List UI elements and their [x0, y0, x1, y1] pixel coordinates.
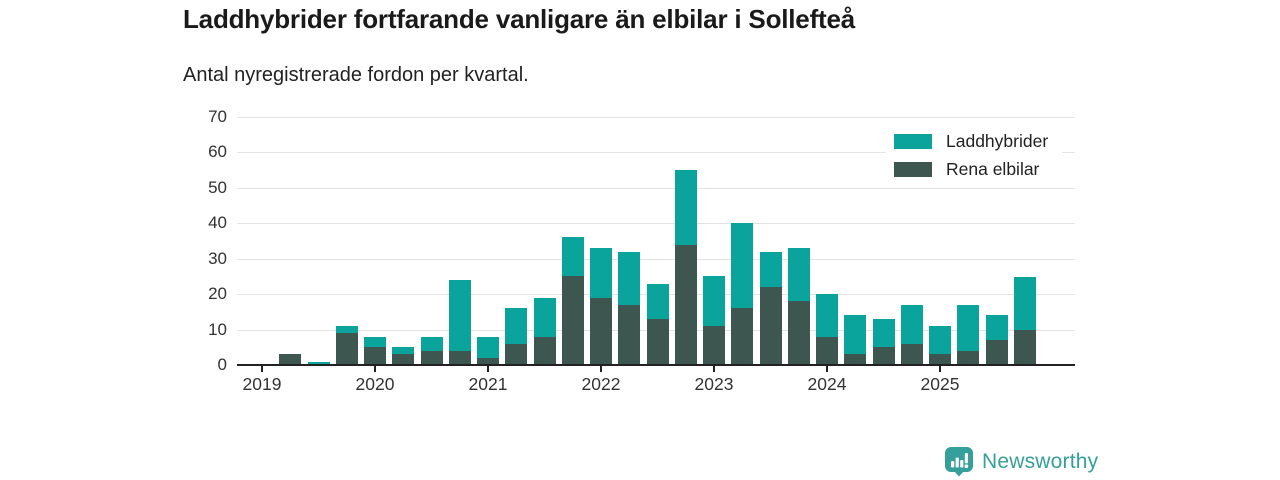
- bar-segment-rena-elbilar: [618, 304, 641, 365]
- chart-legend: Laddhybrider Rena elbilar: [886, 126, 1063, 187]
- y-axis-label: 40: [208, 213, 227, 233]
- bar-segment-laddhybrider: [307, 361, 330, 365]
- y-axis-label: 0: [217, 355, 227, 374]
- bar-chart-plot-area: 0 10 20 30 40 50 60 70 2019 2020 2021 2022 2023 2024…: [208, 107, 1075, 394]
- bar-segment-laddhybrider: [957, 304, 980, 351]
- x-axis-label: 2025: [920, 374, 960, 394]
- x-axis-label: 2019: [242, 374, 282, 394]
- x-axis-line: [237, 364, 1075, 366]
- bar-segment-rena-elbilar: [561, 276, 584, 365]
- bar-segment-laddhybrider: [787, 248, 810, 302]
- x-axis-tick: [374, 366, 376, 372]
- x-axis-tick: [261, 366, 263, 372]
- bar-segment-laddhybrider: [533, 297, 556, 337]
- legend-swatch-laddhybrider: [894, 133, 932, 149]
- y-axis-label: 70: [208, 107, 227, 126]
- y-axis-label: 50: [208, 177, 227, 197]
- x-axis-tick: [713, 366, 715, 372]
- bar-segment-rena-elbilar: [420, 350, 443, 365]
- legend-item-laddhybrider: Laddhybrider: [894, 131, 1048, 151]
- bar-segment-rena-elbilar: [674, 244, 697, 365]
- bar-segment-rena-elbilar: [985, 340, 1008, 365]
- x-axis-tick: [826, 366, 828, 372]
- x-axis-tick: [600, 366, 602, 372]
- chart-title: Laddhybrider fortfarande vanligare än el…: [183, 4, 856, 34]
- legend-swatch-rena-elbilar: [894, 161, 932, 177]
- y-axis-label: 30: [208, 248, 227, 268]
- bar-segment-laddhybrider: [420, 336, 443, 351]
- bar-segment-laddhybrider: [900, 304, 923, 344]
- bar-segment-laddhybrider: [1013, 276, 1036, 330]
- bar-segment-rena-elbilar: [787, 301, 810, 365]
- bar-segment-laddhybrider: [731, 223, 754, 309]
- bar-segment-rena-elbilar: [844, 354, 867, 365]
- bar-segment-laddhybrider: [392, 347, 415, 355]
- x-axis-label: 2023: [694, 374, 734, 394]
- bar-segment-laddhybrider: [703, 276, 725, 326]
- bar-segment-rena-elbilar: [533, 336, 556, 365]
- gridline: [237, 258, 1075, 260]
- x-axis-tick: [939, 366, 941, 372]
- bar-segment-rena-elbilar: [477, 357, 499, 365]
- bar-segment-rena-elbilar: [872, 347, 895, 365]
- bar-segment-rena-elbilar: [448, 350, 471, 365]
- x-axis-tick: [487, 366, 489, 372]
- bar-segment-laddhybrider: [335, 326, 358, 334]
- x-axis-label: 2020: [355, 374, 395, 394]
- bar-segment-laddhybrider: [477, 336, 499, 358]
- bar-segment-rena-elbilar: [957, 350, 980, 365]
- y-axis-label: 60: [208, 142, 227, 162]
- x-axis-label: 2021: [468, 374, 508, 394]
- bar-segment-rena-elbilar: [646, 318, 669, 365]
- bar-segment-laddhybrider: [759, 251, 782, 288]
- bar-segment-laddhybrider: [590, 248, 612, 298]
- bar-segment-rena-elbilar: [816, 336, 838, 365]
- bar-segment-rena-elbilar: [364, 347, 386, 365]
- bar-segment-laddhybrider: [364, 336, 386, 348]
- legend-label-laddhybrider: Laddhybrider: [946, 131, 1049, 151]
- newsworthy-logo-icon: [945, 447, 973, 477]
- bar-segment-rena-elbilar: [731, 308, 754, 365]
- bar-segment-rena-elbilar: [759, 287, 782, 365]
- bar-segment-laddhybrider: [985, 315, 1008, 341]
- gridline: [237, 223, 1075, 225]
- bar-segment-rena-elbilar: [1013, 329, 1036, 365]
- gridline: [237, 152, 1075, 154]
- bar-segment-laddhybrider: [618, 251, 641, 305]
- bar-segment-rena-elbilar: [279, 354, 302, 365]
- legend-label-rena-elbilar: Rena elbilar: [946, 159, 1040, 179]
- bar-segment-laddhybrider: [816, 294, 838, 337]
- bar-segment-laddhybrider: [646, 283, 669, 319]
- bar-segment-rena-elbilar: [900, 343, 923, 365]
- bar-segment-laddhybrider: [561, 237, 584, 277]
- newsworthy-logo: Newsworthy: [944, 446, 1098, 477]
- x-axis-label: 2022: [581, 374, 621, 394]
- bar-segment-laddhybrider: [844, 315, 867, 355]
- bar-segment-laddhybrider: [872, 319, 895, 348]
- legend-item-rena-elbilar: Rena elbilar: [894, 159, 1048, 179]
- bar-segment-laddhybrider: [448, 279, 471, 351]
- y-axis-label: 10: [208, 319, 227, 339]
- bar-segment-rena-elbilar: [335, 333, 358, 365]
- bar-segment-laddhybrider: [929, 326, 951, 355]
- bar-segment-laddhybrider: [674, 170, 697, 245]
- newsworthy-logo-text: Newsworthy: [982, 449, 1099, 473]
- y-axis-label: 20: [208, 284, 227, 304]
- gridline: [237, 187, 1075, 189]
- bar-segment-rena-elbilar: [392, 354, 415, 365]
- bar-segment-rena-elbilar: [505, 343, 528, 365]
- x-axis-label: 2024: [807, 374, 847, 394]
- bar-segment-laddhybrider: [505, 308, 528, 344]
- bar-segment-rena-elbilar: [703, 326, 725, 365]
- bar-segment-rena-elbilar: [929, 354, 951, 365]
- chart-subtitle: Antal nyregistrerade fordon per kvartal.: [183, 64, 529, 86]
- bar-segment-rena-elbilar: [590, 297, 612, 365]
- gridline: [237, 117, 1075, 118]
